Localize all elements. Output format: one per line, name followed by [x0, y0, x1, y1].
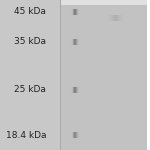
- FancyBboxPatch shape: [112, 15, 113, 21]
- Text: 25 kDa: 25 kDa: [14, 85, 46, 94]
- FancyBboxPatch shape: [61, 0, 147, 150]
- FancyBboxPatch shape: [75, 132, 76, 138]
- FancyBboxPatch shape: [76, 39, 77, 45]
- FancyBboxPatch shape: [115, 15, 116, 21]
- FancyBboxPatch shape: [116, 15, 117, 21]
- FancyBboxPatch shape: [61, 0, 147, 4]
- FancyBboxPatch shape: [75, 9, 76, 15]
- FancyBboxPatch shape: [77, 132, 78, 138]
- FancyBboxPatch shape: [72, 132, 73, 138]
- FancyBboxPatch shape: [76, 9, 77, 15]
- FancyBboxPatch shape: [118, 15, 119, 21]
- FancyBboxPatch shape: [74, 132, 75, 138]
- Text: 35 kDa: 35 kDa: [14, 38, 46, 46]
- FancyBboxPatch shape: [72, 39, 73, 45]
- FancyBboxPatch shape: [74, 87, 75, 93]
- FancyBboxPatch shape: [117, 15, 118, 21]
- FancyBboxPatch shape: [73, 87, 74, 93]
- FancyBboxPatch shape: [147, 0, 150, 150]
- FancyBboxPatch shape: [74, 39, 75, 45]
- FancyBboxPatch shape: [72, 87, 73, 93]
- FancyBboxPatch shape: [114, 15, 115, 21]
- FancyBboxPatch shape: [74, 9, 75, 15]
- FancyBboxPatch shape: [113, 15, 114, 21]
- FancyBboxPatch shape: [77, 87, 78, 93]
- FancyBboxPatch shape: [76, 132, 77, 138]
- Text: 45 kDa: 45 kDa: [14, 8, 46, 16]
- FancyBboxPatch shape: [73, 132, 74, 138]
- FancyBboxPatch shape: [72, 9, 73, 15]
- FancyBboxPatch shape: [75, 87, 76, 93]
- FancyBboxPatch shape: [60, 0, 61, 150]
- FancyBboxPatch shape: [77, 9, 78, 15]
- FancyBboxPatch shape: [77, 39, 78, 45]
- Text: 18.4 kDa: 18.4 kDa: [6, 130, 46, 140]
- FancyBboxPatch shape: [73, 39, 74, 45]
- FancyBboxPatch shape: [76, 87, 77, 93]
- FancyBboxPatch shape: [73, 9, 74, 15]
- FancyBboxPatch shape: [75, 39, 76, 45]
